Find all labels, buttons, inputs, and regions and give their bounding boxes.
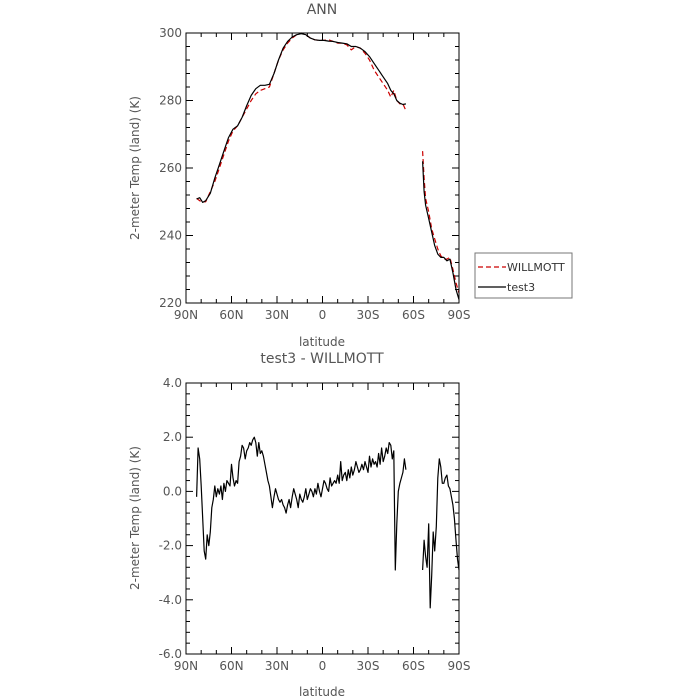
y-tick-labels-difference: -6.0 -4.0 -2.0 0.0 2.0 4.0 [159,376,182,661]
x-tick-label: 0 [319,308,327,322]
x-axis-label-annual: latitude [299,335,345,349]
x-tick-label: 30N [265,308,289,322]
x-tick-labels-difference: 90N 60N 30N 0 30S 60S 90S [174,659,471,673]
x-tick-label: 30N [265,659,289,673]
panel-annual-temperature: ANN 90N 60N 30N 0 30S 60S 90S 220240260280300 … [128,2,573,349]
legend-box [474,252,573,299]
lines-annual [196,32,460,300]
series-line-difference-segment-1 [196,436,407,571]
y-tick-label: 300 [159,26,182,40]
lines-difference [196,436,460,609]
y-tick-label: -2.0 [159,539,182,553]
x-tick-label: 30S [357,308,380,322]
y-tick-label: 4.0 [163,376,182,390]
x-tick-label: 90S [448,659,471,673]
x-tick-label: 60N [219,659,243,673]
series-line-willmott-segment-1 [196,32,407,203]
y-tick-label: 0.0 [163,484,182,498]
y-tick-label: 240 [159,229,182,243]
series-line-willmott-segment-2 [422,151,460,294]
x-tick-label: 60S [402,308,425,322]
series-line-difference-segment-2 [422,458,460,609]
x-tick-labels-annual: 90N 60N 30N 0 30S 60S 90S [174,308,471,322]
legend-label-willmott: WILLMOTT [507,261,565,274]
y-tick-labels-annual: 220 240 260 280 300 [159,26,182,310]
x-tick-label: 90S [448,308,471,322]
x-tick-label: 90N [174,308,198,322]
y-tick-label: 220 [159,296,182,310]
plot-frame-annual [185,32,460,304]
legend: WILLMOTT test3 [474,252,573,299]
chart-title-annual: ANN [307,2,338,18]
y-tick-label: -4.0 [159,593,182,607]
series-line-test3-segment-2 [422,161,460,300]
series-line-test3-segment-1 [196,33,407,203]
x-tick-label: 60N [219,308,243,322]
legend-label-test3: test3 [507,281,535,294]
y-axis-label-difference: 2-meter Temp (land) (K) [128,446,142,590]
y-tick-label: -6.0 [159,647,182,661]
x-tick-label: 90N [174,659,198,673]
x-tick-label: 30S [357,659,380,673]
y-tick-label: 280 [159,94,182,108]
ticks-annual [185,32,460,304]
x-tick-label: 60S [402,659,425,673]
y-axis-label-annual: 2-meter Temp (land) (K) [128,96,142,240]
y-tick-label: 260 [159,161,182,175]
x-tick-label: 0 [319,659,327,673]
plot-frame-difference [185,382,460,655]
ticks-difference [185,382,460,655]
panel-difference: test3 - WILLMOTT 90N 60N 30N 0 30S 60S 90S -6.… [128,351,470,699]
x-axis-label-difference: latitude [299,685,345,699]
y-tick-label: 2.0 [163,430,182,444]
chart-title-difference: test3 - WILLMOTT [260,351,384,367]
